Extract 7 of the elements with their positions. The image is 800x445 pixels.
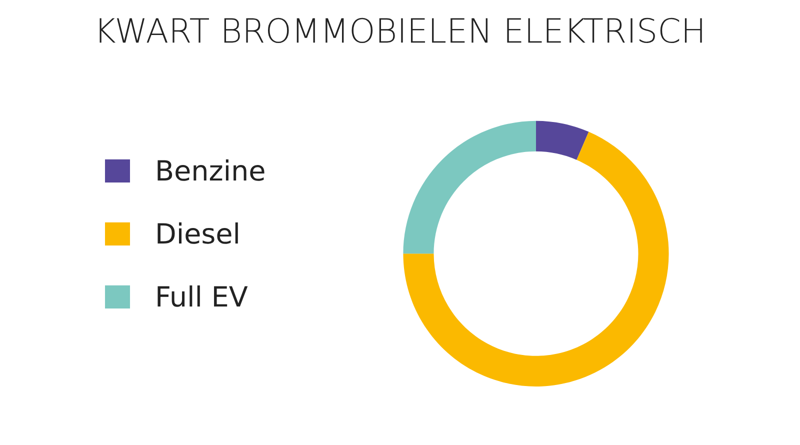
legend-label: Benzine	[158, 159, 264, 181]
donut-slice	[403, 132, 669, 386]
donut-slice	[536, 120, 589, 160]
donut-slice	[403, 120, 536, 254]
legend-label: Full EV	[158, 285, 248, 307]
chart-title: KWART BROMMOBIELEN ELEKTRISCH	[100, 18, 702, 44]
legend-label: Diesel	[158, 222, 238, 244]
